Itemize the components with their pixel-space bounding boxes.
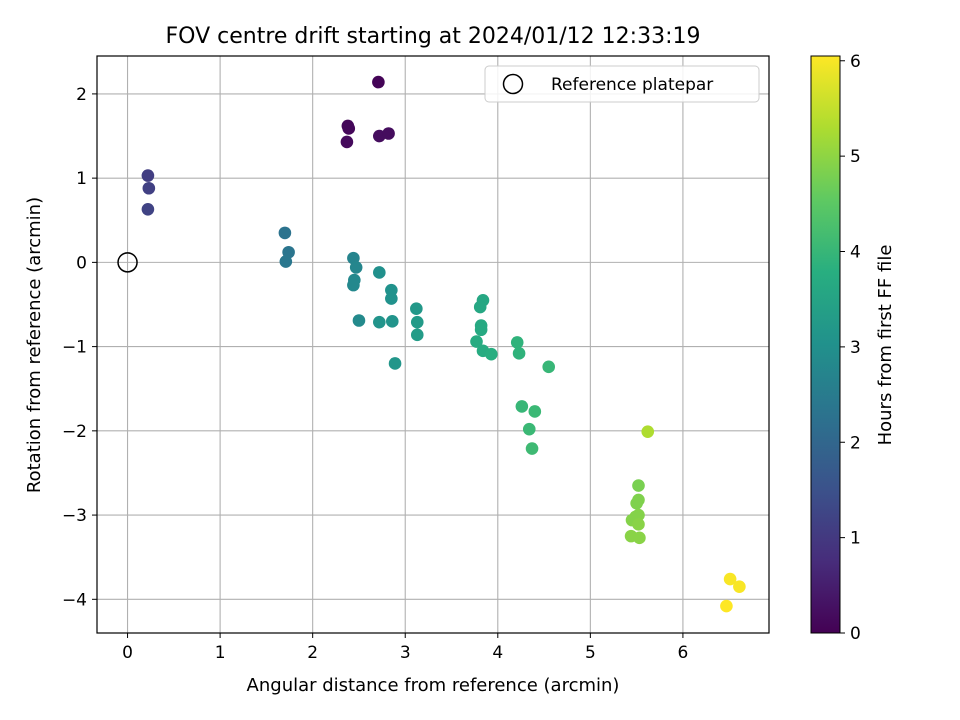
colorbar-tick-label: 2 [850,433,861,453]
data-point [473,300,487,314]
data-point [385,315,399,328]
data-point [388,357,402,370]
data-point [373,315,386,329]
data-point [723,572,737,586]
data-point [279,255,293,268]
data-point [632,518,645,531]
y-tick-label: 0 [76,253,87,273]
legend-marker-reference [502,73,524,95]
data-point [474,323,488,337]
x-tick-label: 3 [400,643,411,663]
y-axis: −4 −3 −2 −1 0 1 2 [62,85,97,610]
y-tick-label: −2 [62,422,87,442]
data-point [349,261,363,274]
reference-platepar-marker [117,252,138,273]
data-point [733,580,746,593]
colorbar: 0 1 2 3 4 5 6 Hours from first FF file [810,52,896,644]
data-point [641,425,655,438]
data-point [542,360,556,374]
data-point [528,405,542,418]
legend-box [484,65,760,103]
data-point [630,496,643,510]
plot-frame [96,55,770,634]
legend-label-reference: Reference platepar [551,75,713,95]
y-axis-label: Rotation from reference (arcmin) [24,197,45,493]
data-point [515,400,529,413]
data-point [141,203,155,216]
data-point [470,335,483,348]
y-tick-label: −3 [62,506,87,526]
data-point [382,127,395,140]
data-point [347,278,360,292]
colorbar-ticks: 0 1 2 3 4 5 6 [840,52,861,644]
data-point [720,599,733,613]
data-point [410,302,423,316]
x-tick-label: 0 [122,643,133,663]
colorbar-tick-label: 0 [850,624,861,644]
x-tick-label: 6 [678,643,689,663]
data-point [485,347,498,361]
y-tick-label: 1 [76,169,87,189]
data-point [142,181,156,195]
x-tick-label: 4 [492,643,503,663]
data-point [141,169,155,182]
data-point [410,328,424,342]
colorbar-tick-label: 1 [850,529,861,549]
chart-title: FOV centre drift starting at 2024/01/12 … [166,24,701,49]
data-point [510,336,524,349]
data-point [373,266,386,279]
data-point [342,122,356,135]
y-tick-label: 2 [76,85,87,105]
data-point [632,479,645,492]
x-tick-label: 1 [215,643,226,663]
x-tick-label: 2 [307,643,318,663]
colorbar-tick-label: 6 [850,52,861,72]
colorbar-tick-label: 5 [850,147,861,167]
y-tick-label: −4 [62,590,87,610]
data-points [117,75,746,613]
y-tick-label: −1 [62,338,87,358]
data-point [410,315,424,329]
legend: Reference platepar [484,65,760,103]
data-point [352,314,366,327]
data-point [522,422,536,436]
plot-area [97,56,769,633]
data-point [633,531,646,545]
colorbar-label: Hours from first FF file [875,245,896,446]
data-point [278,226,292,240]
colorbar-tick-label: 3 [850,338,861,358]
data-point [340,135,354,149]
colorbar-tick-label: 4 [850,243,861,263]
data-point [385,292,398,305]
x-axis: 0 1 2 3 4 5 6 [122,633,688,663]
x-axis-label: Angular distance from reference (arcmin) [247,675,620,696]
data-point [525,442,539,455]
colorbar-gradient [810,55,841,634]
data-point [512,347,526,360]
data-point [372,75,385,89]
x-tick-label: 5 [585,643,596,663]
